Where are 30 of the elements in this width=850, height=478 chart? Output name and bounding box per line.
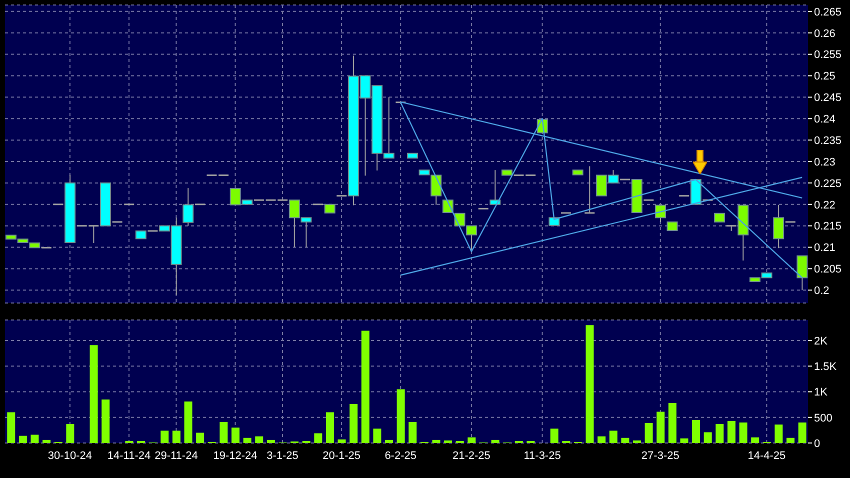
y-tick-label: 0.24 bbox=[814, 114, 836, 126]
x-tick-label: 14-11-24 bbox=[107, 450, 151, 462]
y-tick-label: 0.25 bbox=[814, 70, 836, 83]
x-tick-label: 11-3-25 bbox=[524, 450, 561, 462]
y-tick-label: 0.225 bbox=[814, 178, 842, 190]
y-tick-label: 0.22 bbox=[814, 199, 836, 212]
x-tick-label: 3-1-25 bbox=[266, 450, 298, 462]
y-tick-label: 0.255 bbox=[814, 49, 842, 62]
y-tick-label: 2K bbox=[814, 335, 828, 348]
y-tick-label: 0.23 bbox=[814, 156, 836, 168]
y-tick-label: 1K bbox=[814, 386, 828, 399]
y-tick-label: 0.26 bbox=[814, 28, 836, 40]
x-tick-label: 27-3-25 bbox=[641, 450, 680, 462]
y-tick-label: 0.235 bbox=[814, 134, 842, 147]
x-tick-label: 20-1-25 bbox=[322, 450, 361, 462]
y-tick-label: 0.215 bbox=[814, 220, 842, 233]
x-tick-label: 19-12-24 bbox=[213, 450, 258, 462]
x-tick-label: 14-4-25 bbox=[748, 450, 786, 462]
x-tick-label: 6-2-25 bbox=[384, 450, 416, 462]
y-tick-label: 0.205 bbox=[814, 264, 842, 276]
y-tick-label: 0.21 bbox=[814, 242, 836, 254]
y-tick-label: 0.245 bbox=[814, 92, 842, 104]
y-tick-label: 1.5K bbox=[814, 361, 838, 374]
y-tick-label: 0.2 bbox=[814, 285, 830, 298]
y-tick-label: 0.265 bbox=[814, 6, 842, 18]
y-tick-label: 0 bbox=[814, 438, 820, 450]
x-tick-label: 30-10-24 bbox=[48, 450, 92, 462]
x-tick-label: 21-2-25 bbox=[452, 450, 490, 462]
x-tick-label: 29-11-24 bbox=[154, 450, 198, 462]
y-tick-label: 500 bbox=[814, 412, 832, 424]
